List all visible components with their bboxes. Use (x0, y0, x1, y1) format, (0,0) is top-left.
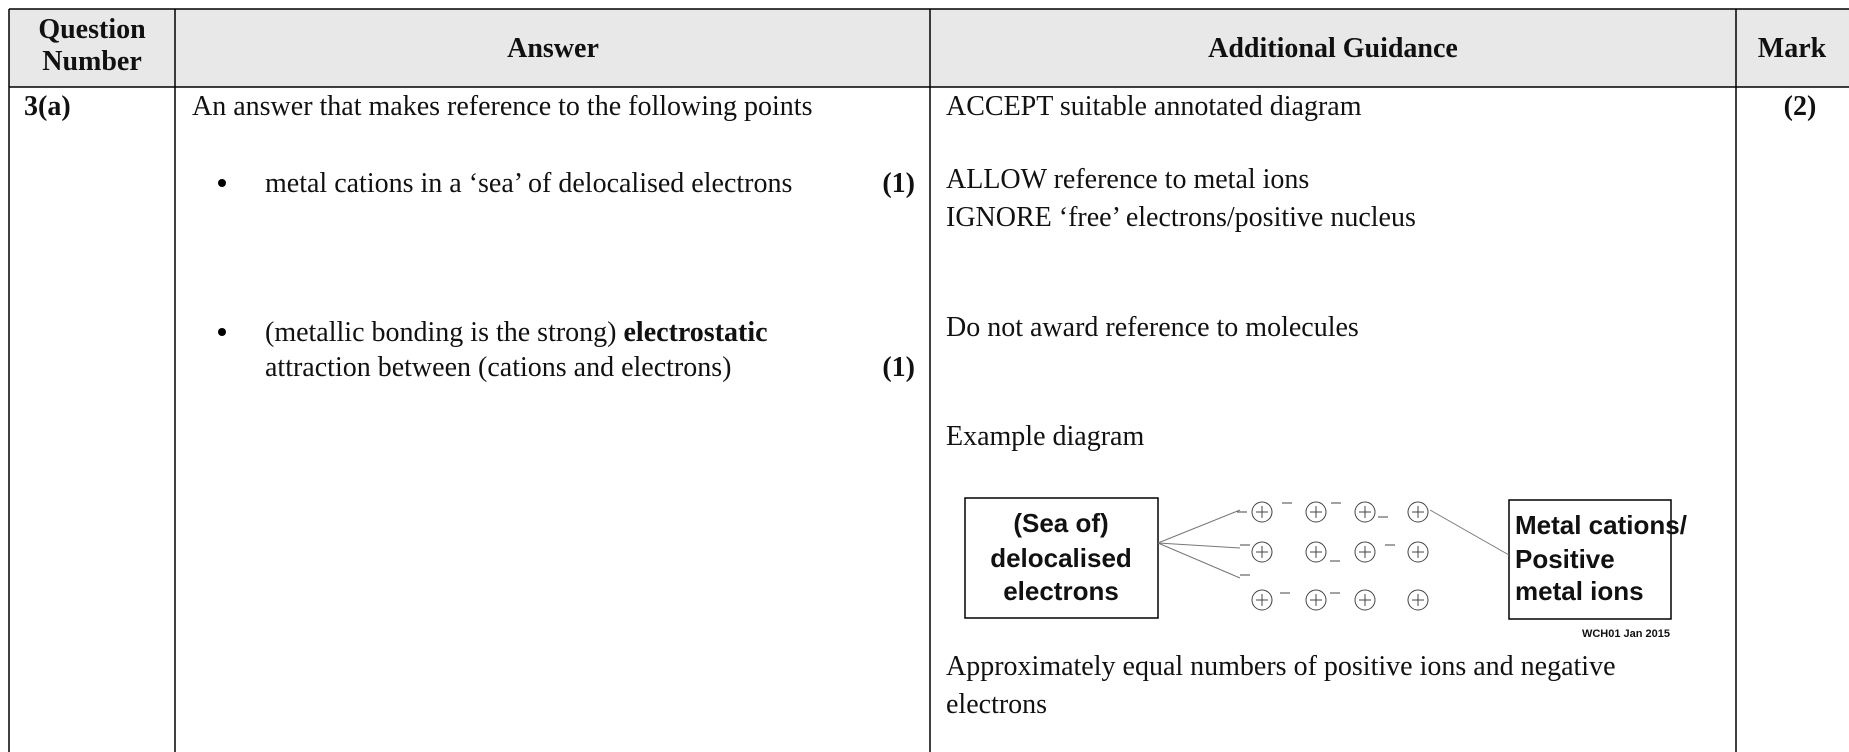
bullet-line: (metallic bonding is the strong) electro… (265, 319, 768, 347)
bullet (218, 179, 226, 187)
diagram-label: delocalised (990, 543, 1132, 573)
guidance: Example diagram (946, 421, 1145, 452)
guidance: Do not award reference to molecules (946, 312, 1359, 343)
ion (1407, 501, 1429, 523)
header-bg (9, 9, 1849, 87)
ion (1354, 501, 1376, 523)
ion (1354, 541, 1376, 563)
diagram-label: metal ions (1515, 576, 1644, 606)
ion (1251, 541, 1273, 563)
diagram-label: Positive (1515, 544, 1615, 574)
guidance: IGNORE ‘free’ electrons/positive nucleus (946, 202, 1416, 233)
guidance: Approximately equal numbers of positive … (946, 651, 1616, 682)
diagram-label: electrons (1003, 576, 1119, 606)
bullet-bold: electrostatic (623, 317, 768, 348)
diagram (964, 497, 1672, 620)
answer-intro: An answer that makes reference to the fo… (192, 91, 813, 122)
diagram-label: Metal cations/ (1515, 510, 1687, 540)
ion (1305, 501, 1327, 523)
ion (1305, 589, 1327, 611)
bullet-mark: (1) (882, 352, 915, 383)
bullet-text: attraction between (cations and electron… (265, 352, 732, 383)
ion (1251, 589, 1273, 611)
bullet-mark: (1) (882, 168, 915, 199)
guidance: electrons (946, 689, 1048, 720)
guidance: ALLOW reference to metal ions (946, 164, 1310, 195)
diagram-label: (Sea of) (1013, 508, 1109, 538)
header-cell: Answer (507, 33, 599, 64)
header-cell: Additional Guidance (1208, 33, 1458, 64)
bullet-text: metal cations in a ‘sea’ of delocalised … (265, 168, 793, 199)
ion (1407, 541, 1429, 563)
header-cell: Mark (1757, 33, 1827, 64)
header-cell: Question Number (38, 14, 146, 78)
question-number: 3(a) (24, 91, 71, 122)
ion (1354, 589, 1376, 611)
total-mark: (2) (1783, 91, 1817, 122)
ion (1407, 589, 1429, 611)
ion (1305, 541, 1327, 563)
bullet (218, 328, 226, 336)
bullet-text: (metallic bonding is the strong) (265, 317, 617, 348)
diagram-source: WCH01 Jan 2015 (1581, 628, 1670, 640)
guidance: ACCEPT suitable annotated diagram (946, 91, 1362, 122)
ion (1251, 501, 1273, 523)
